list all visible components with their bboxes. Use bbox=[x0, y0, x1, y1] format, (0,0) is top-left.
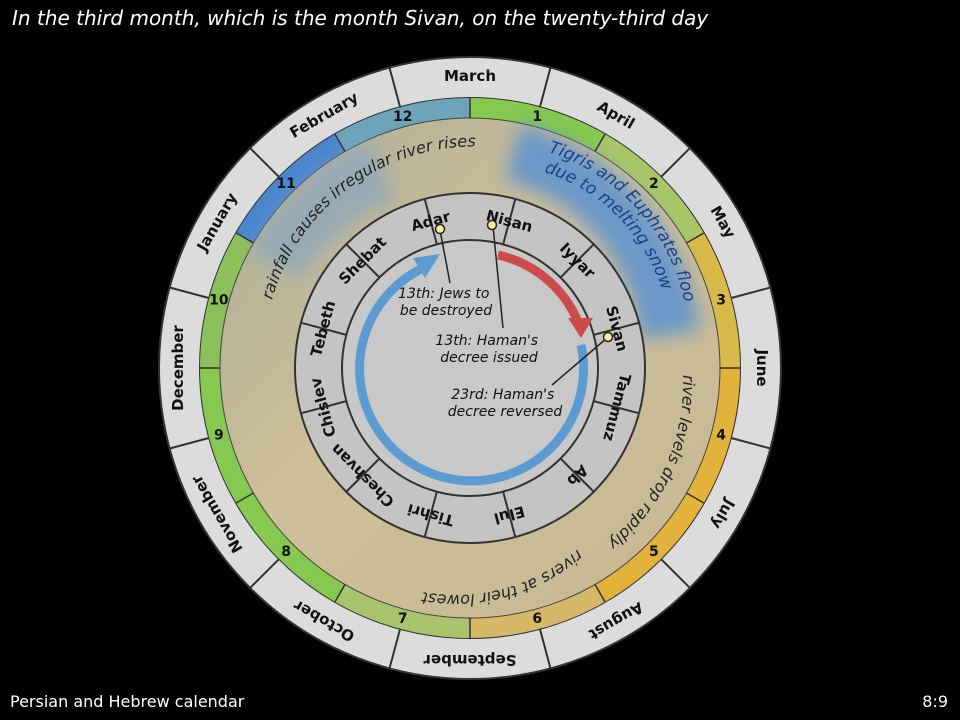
number-segment bbox=[595, 493, 704, 602]
month-number-label: 4 bbox=[716, 427, 726, 443]
number-segment bbox=[200, 368, 254, 503]
hebrew-divider bbox=[345, 243, 381, 279]
hebrew-divider bbox=[502, 198, 517, 245]
number-segment bbox=[236, 493, 345, 602]
number-segment bbox=[335, 584, 470, 638]
hebrew-divider bbox=[559, 457, 595, 493]
number-divider bbox=[334, 133, 346, 152]
month-number-label: 12 bbox=[393, 109, 412, 125]
month-divider bbox=[169, 436, 210, 450]
sivan-pointer bbox=[551, 337, 608, 386]
month-number-label: 9 bbox=[214, 427, 224, 443]
number-divider bbox=[686, 492, 705, 504]
month-divider bbox=[730, 286, 771, 300]
outer-month-label: September bbox=[423, 651, 517, 669]
number-divider bbox=[594, 133, 606, 152]
month-number-label: 3 bbox=[716, 293, 726, 309]
event-nisan-label: 13th: Haman's decree issued bbox=[435, 333, 542, 366]
event-sivan-label: 23rd: Haman's decree reversed bbox=[448, 387, 563, 420]
adar-pointer bbox=[439, 229, 451, 284]
hebrew-divider bbox=[300, 400, 347, 415]
number-divider bbox=[334, 584, 346, 603]
slide-title: In the third month, which is the month S… bbox=[12, 6, 709, 30]
number-divider bbox=[594, 584, 606, 603]
outer-month-label: March bbox=[444, 67, 496, 85]
hebrew-divider bbox=[423, 198, 438, 245]
rain-wash bbox=[250, 140, 395, 280]
outer-month-label: June bbox=[753, 348, 771, 386]
hebrew-divider bbox=[502, 491, 517, 538]
flood-wash bbox=[505, 125, 700, 340]
hebrew-divider bbox=[593, 400, 640, 415]
number-segment bbox=[335, 98, 470, 152]
month-divider bbox=[388, 67, 402, 108]
event-adar-label: 13th: Jews to be destroyed bbox=[398, 286, 494, 319]
month-divider bbox=[538, 67, 552, 108]
red-arrowhead-icon bbox=[568, 318, 593, 338]
month-number-label: 7 bbox=[398, 611, 408, 627]
number-segment bbox=[686, 368, 740, 503]
sivan-marker bbox=[602, 331, 614, 343]
blue-arrow bbox=[355, 262, 589, 486]
number-divider bbox=[235, 492, 254, 504]
month-divider bbox=[660, 558, 691, 589]
month-divider bbox=[169, 286, 210, 300]
month-number-label: 10 bbox=[209, 293, 229, 309]
month-divider bbox=[249, 147, 280, 178]
hebrew-divider bbox=[345, 457, 381, 493]
page-number: 8:9 bbox=[922, 692, 948, 711]
month-number-label: 8 bbox=[281, 544, 291, 560]
month-number-label: 11 bbox=[276, 176, 295, 192]
center-disc bbox=[341, 239, 599, 497]
number-segment bbox=[470, 98, 605, 152]
month-divider bbox=[730, 436, 771, 450]
month-divider bbox=[538, 628, 552, 669]
number-segment bbox=[470, 584, 605, 638]
nisan-pointer bbox=[492, 225, 504, 329]
month-number-label: 1 bbox=[532, 109, 542, 125]
hebrew-divider bbox=[559, 243, 595, 279]
nisan-marker bbox=[486, 219, 498, 231]
outer-month-label: December bbox=[169, 325, 187, 411]
number-divider bbox=[686, 232, 705, 244]
number-divider bbox=[235, 232, 254, 244]
month-divider bbox=[388, 628, 402, 669]
month-number-label: 5 bbox=[649, 544, 659, 560]
hebrew-divider bbox=[423, 491, 438, 538]
red-arrow bbox=[496, 250, 583, 324]
hebrew-divider bbox=[593, 321, 640, 336]
blue-arrowhead-icon bbox=[413, 254, 440, 278]
hebrew-divider bbox=[300, 321, 347, 336]
adar-marker bbox=[434, 223, 446, 235]
number-segment bbox=[595, 134, 704, 243]
footer-caption: Persian and Hebrew calendar bbox=[10, 692, 245, 711]
number-segment bbox=[200, 233, 254, 368]
number-segment bbox=[686, 233, 740, 368]
month-number-label: 6 bbox=[532, 611, 542, 627]
month-number-label: 2 bbox=[649, 176, 659, 192]
month-divider bbox=[660, 147, 691, 178]
number-segment bbox=[236, 134, 345, 243]
month-divider bbox=[249, 558, 280, 589]
